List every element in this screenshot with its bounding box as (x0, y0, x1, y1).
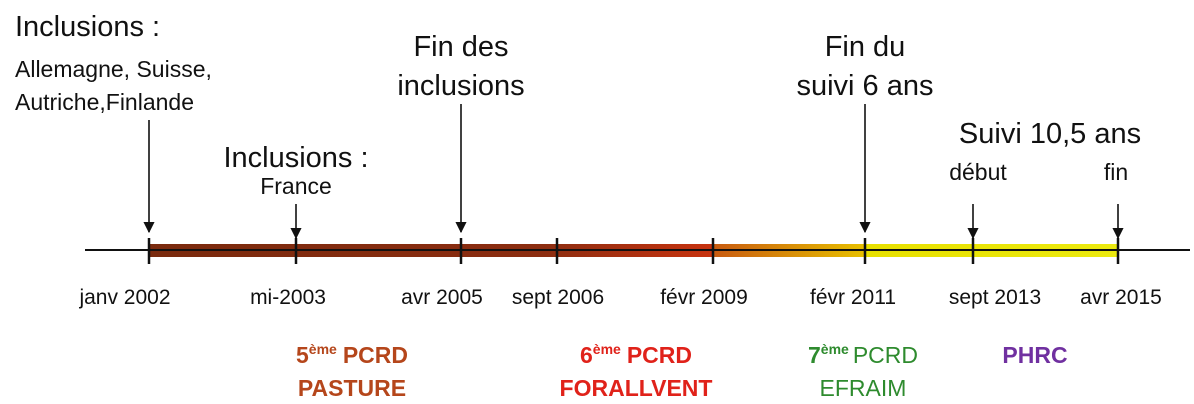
annotation: inclusions (397, 70, 524, 102)
annotation: France (260, 173, 332, 199)
date-label: sept 2006 (512, 286, 604, 309)
program: PHRC (1002, 342, 1067, 368)
program-name: PCRD (627, 342, 692, 368)
program-num: 7 (808, 342, 821, 368)
program-sup: ème (593, 341, 621, 357)
program-sup: ème (309, 341, 337, 357)
annotation: Allemagne, Suisse, (15, 56, 212, 82)
program-project: PASTURE (298, 375, 406, 401)
program-name: PCRD (853, 342, 918, 368)
program-sup: ème (821, 341, 849, 357)
date-label: févr 2009 (660, 286, 748, 309)
date-label: avr 2005 (401, 286, 483, 309)
date-label: févr 2011 (810, 286, 896, 309)
program: 5ème PCRD (296, 341, 408, 368)
date-label: mi-2003 (250, 286, 326, 309)
annotation: Fin des (413, 31, 508, 63)
annotation: fin (1104, 159, 1128, 185)
timeline-bar (85, 244, 1190, 257)
date-label: sept 2013 (949, 286, 1041, 309)
annotation: Suivi 10,5 ans (959, 118, 1141, 150)
annotation: Inclusions : (223, 142, 368, 174)
program: 6ème PCRD (580, 341, 692, 368)
annotation: Fin du (825, 31, 906, 63)
date-label: avr 2015 (1080, 286, 1162, 309)
annotation: suivi 6 ans (796, 70, 933, 102)
annotation: début (949, 159, 1007, 185)
program-project: FORALLVENT (560, 375, 713, 401)
program-project: EFRAIM (820, 375, 907, 401)
program-num: 6 (580, 342, 593, 368)
timeline-ticks (147, 238, 1120, 264)
annotation: Inclusions : (15, 11, 160, 43)
annotation: Autriche,Finlande (15, 89, 194, 115)
program-name: PCRD (343, 342, 408, 368)
program-num: 5 (296, 342, 309, 368)
date-label: janv 2002 (78, 286, 170, 309)
program: 7ème PCRD (808, 341, 918, 368)
